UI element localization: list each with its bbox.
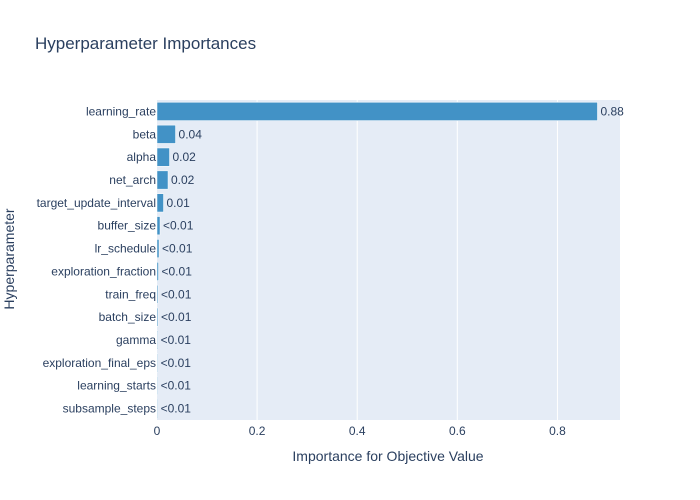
x-tick-label: 0 (154, 424, 161, 438)
bar-value-label: 0.02 (173, 150, 197, 164)
bar (156, 399, 158, 418)
bar (156, 102, 598, 121)
bar-value-label: 0.02 (171, 173, 195, 187)
bar-value-label: <0.01 (161, 333, 192, 347)
x-gridlines (256, 100, 558, 420)
y-tick-label: batch_size (99, 310, 157, 324)
x-tick-label: 0.6 (449, 424, 466, 438)
bar-value-label: <0.01 (161, 379, 192, 393)
bar-value-label: 0.01 (167, 196, 191, 210)
x-tick-label: 0.4 (349, 424, 366, 438)
x-tick-label: 0.2 (249, 424, 266, 438)
bar (156, 330, 158, 350)
y-tick-label: exploration_final_eps (43, 356, 156, 370)
bar (156, 307, 159, 327)
bar (156, 239, 160, 258)
x-tick-labels: 0 0.2 0.4 0.6 0.8 (154, 424, 566, 438)
plot-area (157, 100, 620, 420)
bar (156, 284, 159, 304)
y-axis-title: Hyperparameter (1, 208, 17, 309)
bar-value-label: 0.88 (600, 104, 624, 118)
bar-value-label: <0.01 (161, 402, 192, 416)
bar (156, 216, 161, 236)
bar-value-label: <0.01 (161, 310, 192, 324)
y-tick-label: beta (133, 127, 157, 141)
y-tick-label: net_arch (109, 173, 156, 187)
bar (156, 170, 169, 190)
bar-value-label: <0.01 (161, 356, 192, 370)
bar (156, 193, 164, 213)
y-tick-label: alpha (127, 150, 157, 164)
chart-title: Hyperparameter Importances (35, 34, 257, 53)
y-tick-label: target_update_interval (37, 196, 156, 210)
y-tick-label: train_freq (105, 287, 156, 301)
y-tick-label: buffer_size (98, 219, 157, 233)
y-tick-label: learning_rate (86, 104, 156, 118)
bar-value-label: <0.01 (161, 287, 192, 301)
bar (156, 124, 176, 144)
bar (156, 353, 158, 373)
bar (156, 147, 170, 167)
x-axis-title: Importance for Objective Value (292, 448, 483, 464)
x-tick-label: 0.8 (549, 424, 566, 438)
y-tick-label: exploration_fraction (51, 264, 156, 278)
bar-value-label: <0.01 (162, 264, 193, 278)
bar (156, 376, 158, 396)
y-tick-label: learning_starts (77, 379, 156, 393)
bar-value-label: <0.01 (162, 242, 193, 256)
bar-value-label: <0.01 (163, 219, 194, 233)
bars: 0.88 0.04 0.02 0.02 0.01 <0.01 <0.01 <0.01 <0.01… (156, 102, 624, 418)
bar-value-label: 0.04 (179, 127, 203, 141)
y-tick-label: lr_schedule (95, 242, 157, 256)
y-tick-label: gamma (116, 333, 156, 347)
y-tick-label: subsample_steps (63, 402, 156, 416)
bar (156, 262, 159, 281)
